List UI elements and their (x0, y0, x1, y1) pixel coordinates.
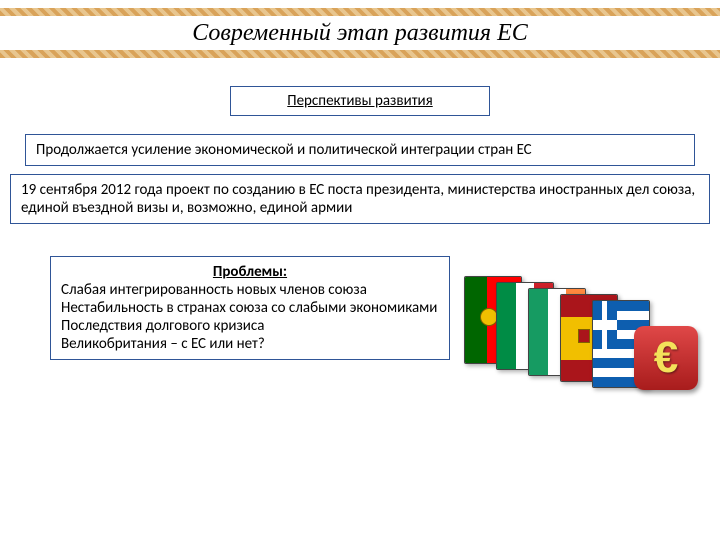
problems-item: Нестабильность в странах союза со слабым… (61, 299, 439, 317)
perspectives-text-2: 19 сентября 2012 года проект по созданию… (10, 174, 710, 224)
problems-box: Проблемы: Слабая интегрированность новых… (50, 256, 450, 360)
flags-illustration: € (464, 256, 694, 426)
lower-row: Проблемы: Слабая интегрированность новых… (50, 256, 720, 426)
shield-icon (480, 308, 498, 326)
slide-title: Современный этап развития ЕС (0, 16, 720, 50)
shield-icon (578, 329, 590, 343)
euro-icon: € (654, 333, 678, 383)
problems-item: Последствия долгового кризиса (61, 317, 439, 335)
euro-badge: € (634, 326, 698, 390)
title-band: Современный этап развития ЕС (0, 8, 720, 58)
perspectives-text-1: Продолжается усиление экономической и по… (25, 134, 695, 166)
problems-item: Слабая интегрированность новых членов со… (61, 281, 439, 299)
problems-item: Великобритания – с ЕС или нет? (61, 335, 439, 353)
subtitle-box: Перспективы развития (230, 86, 490, 116)
problems-heading: Проблемы: (61, 263, 439, 281)
